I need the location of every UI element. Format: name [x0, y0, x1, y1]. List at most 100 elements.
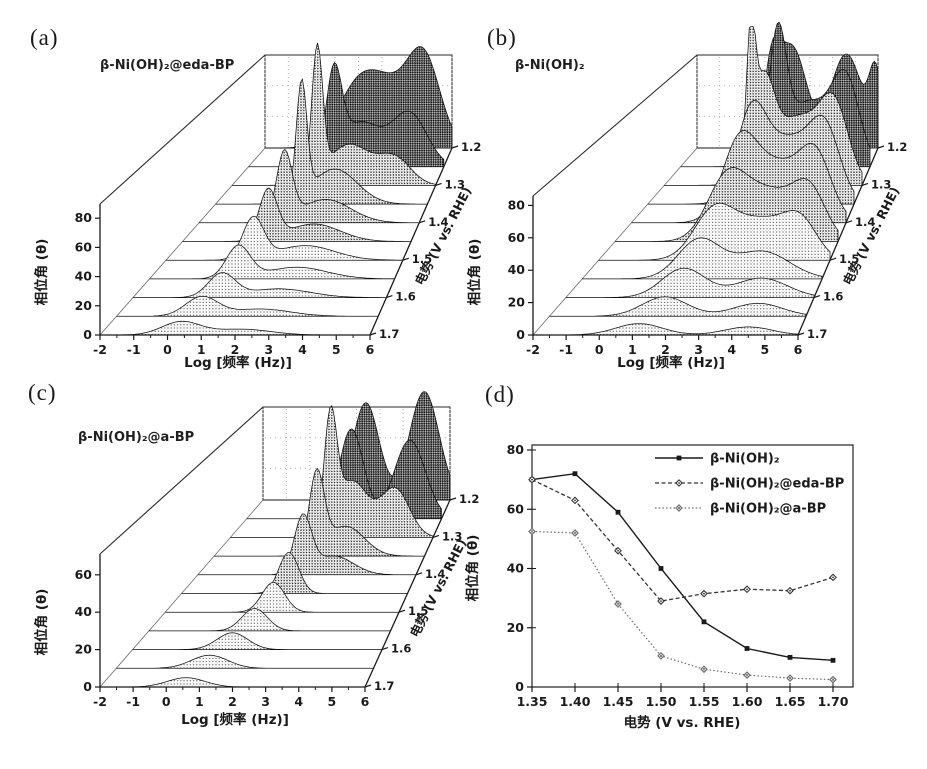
waterfall-slice	[549, 296, 807, 317]
z-tick-label: 1.5	[412, 252, 432, 266]
waterfall-slice	[533, 323, 799, 336]
z-tick-label: 1.3	[445, 177, 465, 191]
marker-square	[830, 657, 836, 663]
x-tick-label: 2	[228, 694, 237, 709]
waterfall-slice	[182, 187, 411, 242]
left-wall-top-edge	[99, 54, 266, 205]
x-tick-label: 1	[628, 342, 637, 357]
legend-label: β-Ni(OH)₂	[710, 452, 780, 467]
waterfall-slice	[197, 513, 416, 576]
x-tick-label: 2	[661, 342, 670, 357]
x-tick-label: -1	[127, 342, 141, 357]
x-tick-label: 4	[727, 342, 736, 357]
legend-item: β-Ni(OH)₂@eda-BP	[655, 477, 844, 492]
y-tick-label: 80	[75, 210, 93, 225]
x-tick-label: 1.50	[646, 694, 677, 709]
waterfall-slice	[165, 581, 399, 613]
panel-b-x-axis-label: Log [频率 (Hz)]	[617, 354, 725, 371]
y-tick-label: 40	[75, 269, 93, 284]
z-axis	[364, 499, 451, 688]
waterfall-slice	[181, 552, 408, 594]
x-tick-label: 4	[298, 342, 307, 357]
z-tick-label: 1.6	[823, 290, 843, 304]
x-tick-label: -2	[526, 342, 540, 357]
marker-square	[744, 646, 750, 651]
panel-d-letter: (d)	[485, 382, 515, 407]
waterfall-slice	[148, 608, 391, 632]
y-tick-label: 0	[83, 679, 92, 694]
y-tick-label: 60	[507, 501, 525, 516]
waterfall-slice	[133, 272, 387, 298]
waterfall-slice	[116, 654, 374, 669]
waterfall-slice	[100, 677, 365, 688]
x-tick-label: 4	[294, 694, 303, 709]
z-tick-label: 1.2	[461, 140, 481, 154]
z-tick-label: 1.4	[855, 215, 875, 229]
y-tick-label: 0	[515, 679, 524, 694]
waterfall-slices	[100, 42, 453, 336]
series-3	[528, 527, 837, 684]
waterfall-slice	[116, 295, 379, 317]
x-tick-label: 3	[261, 694, 270, 709]
waterfall-slice	[598, 202, 831, 261]
left-wall-top-edge	[532, 54, 698, 197]
x-tick-label: 1.45	[603, 694, 634, 709]
z-axis	[369, 147, 453, 336]
left-wall-top-edge	[99, 406, 264, 555]
x-tick-label: 0	[163, 342, 172, 357]
marker-square	[787, 654, 793, 660]
marker-square	[701, 619, 707, 625]
x-tick-label: 1.60	[732, 694, 763, 709]
waterfall-slices	[100, 391, 451, 688]
marker-square	[676, 455, 682, 461]
x-tick-label: 3	[694, 342, 703, 357]
y-tick-label: 60	[508, 230, 526, 245]
x-tick-label: -2	[93, 694, 107, 709]
x-tick-label: 3	[264, 342, 273, 357]
z-tick-label: 1.3	[871, 177, 891, 191]
panel-a: (a) β-Ni(OH)₂@eda-BP -2 -1 0 1 2 3 4 5 6 0 20 40 60 8…	[0, 0, 481, 372]
x-tick-label: 5	[328, 694, 337, 709]
y-tick-label: 20	[75, 642, 93, 657]
legend: β-Ni(OH)₂ β-Ni(OH)₂@eda-BP β-Ni(OH)₂@a-BP	[655, 452, 844, 517]
line-chart-d: 1.35 1.40 1.45 1.50 1.55 1.60 1.65 1.70 0 20 40 60 8…	[507, 442, 854, 709]
axes: 1.35 1.40 1.45 1.50 1.55 1.60 1.65 1.70 0 20 40 60 8…	[507, 442, 849, 709]
series-line	[531, 530, 834, 681]
z-tick-label: 1.6	[391, 642, 411, 656]
panel-d-plot: 1.35 1.40 1.45 1.50 1.55 1.60 1.65 1.70 0 20 40 60 8…	[464, 442, 854, 731]
x-tick-label: 1.55	[689, 694, 720, 709]
waterfall-slices	[533, 21, 879, 336]
panel-b-letter: (b)	[487, 25, 517, 50]
waterfall-slice	[199, 148, 420, 224]
marker-square	[658, 566, 664, 571]
x-tick-label: 6	[366, 342, 375, 357]
y-tick-label: 60	[75, 567, 93, 582]
x-tick-label: 0	[595, 342, 604, 357]
panel-a-sample-label: β-Ni(OH)₂@eda-BP	[100, 58, 235, 73]
z-tick-label: 1.4	[425, 567, 445, 581]
waterfall-slice	[166, 215, 404, 261]
y-tick-label: 0	[516, 327, 525, 342]
panel-c-x-axis-label: Log [频率 (Hz)]	[181, 711, 289, 728]
x-tick-label: 6	[361, 694, 370, 709]
x-tick-label: -1	[559, 342, 573, 357]
series-2	[528, 475, 837, 605]
panel-a-letter: (a)	[30, 25, 59, 50]
z-tick-label: 1.7	[374, 679, 394, 693]
waterfall-slice	[132, 632, 382, 650]
z-tick-label: 1.2	[887, 140, 907, 154]
y-tick-label: 20	[508, 295, 526, 310]
x-tick-label: 1	[195, 694, 204, 709]
z-tick-label: 1.7	[379, 327, 399, 341]
legend-item: β-Ni(OH)₂	[655, 452, 780, 467]
waterfall-slice	[149, 244, 395, 280]
legend-item: β-Ni(OH)₂@a-BP	[655, 502, 826, 517]
waterfall-slice	[215, 77, 428, 205]
waterfall-slice	[232, 42, 436, 186]
y-tick-label: 0	[83, 327, 92, 342]
x-tick-label: -2	[93, 342, 107, 357]
